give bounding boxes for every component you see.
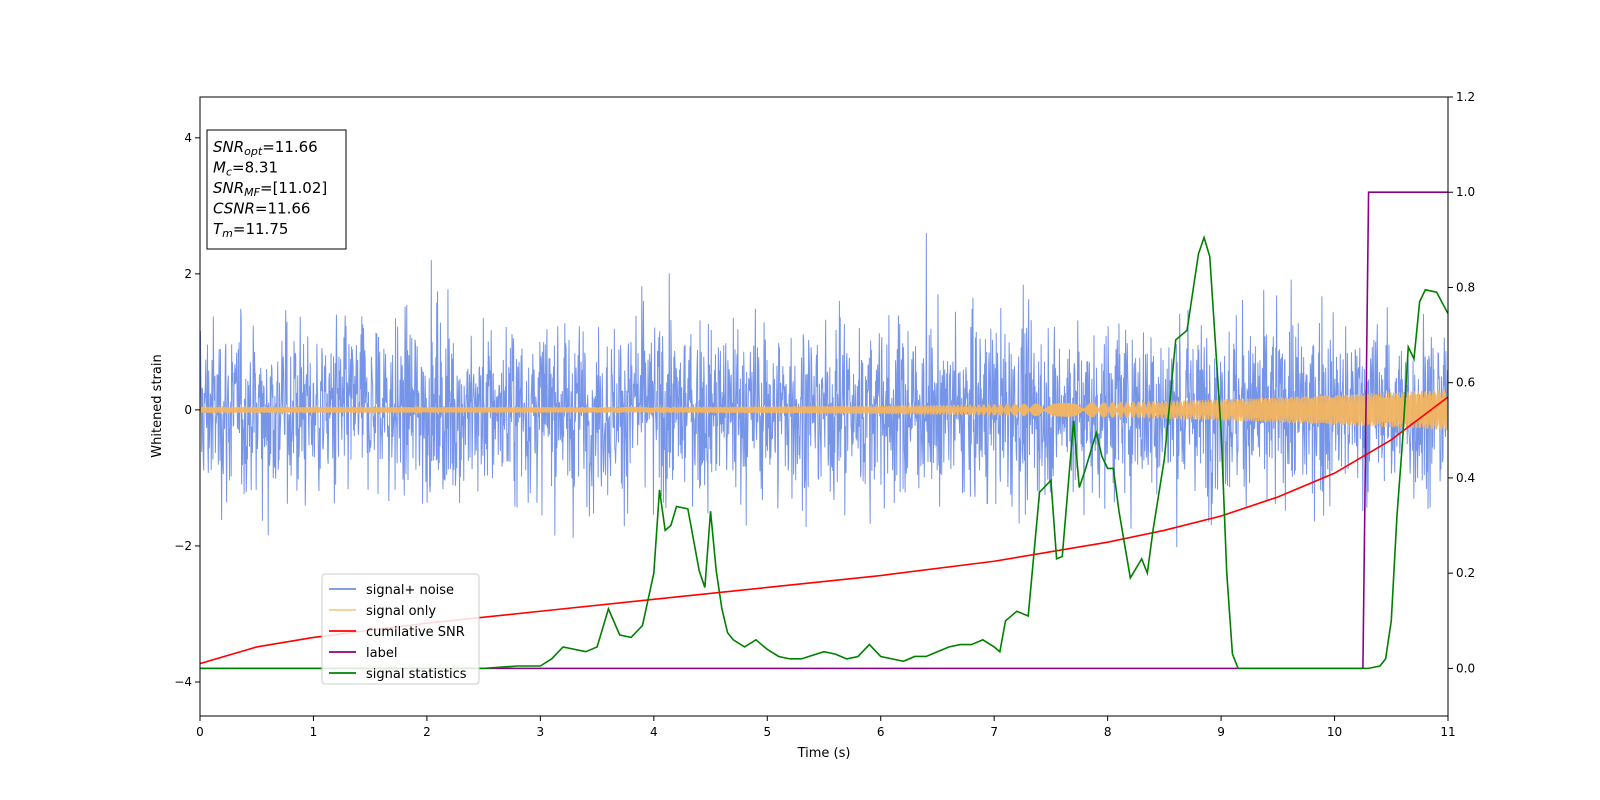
y-axis-label: Whitened strain: [150, 354, 165, 457]
y2-tick-label: 1.0: [1456, 185, 1475, 199]
y-tick-label: 4: [184, 131, 192, 145]
y2-tick-label: 0.6: [1456, 376, 1475, 390]
y-tick-label: 2: [184, 267, 192, 281]
y2-tick-label: 0.2: [1456, 566, 1475, 580]
legend-label: label: [366, 646, 397, 661]
annotation-line: Mc=8.31: [213, 159, 278, 179]
y-tick-label: 0: [184, 403, 192, 417]
plot-frame: [199, 96, 1449, 717]
y2-tick-label: 0.4: [1456, 471, 1475, 485]
x-tick-label: 2: [423, 725, 431, 739]
legend: signal+ noise signal only cumilative SNR la…: [321, 573, 480, 685]
series-label-line: [200, 191, 1448, 670]
annotation-line: Tm=11.75: [213, 220, 288, 240]
annotation-box: SNRopt=11.66Mc=8.31SNRMF=[11.02]CSNR=11.…: [206, 129, 347, 250]
legend-label: cumilative SNR: [366, 625, 465, 640]
x-tick-label: 11: [1440, 725, 1455, 739]
y2-tick-label: 1.2: [1456, 90, 1475, 104]
y-axis-ticks: −4 −2 0 2 4: [174, 131, 200, 689]
x-tick-label: 10: [1327, 725, 1342, 739]
x-tick-label: 0: [196, 725, 204, 739]
series-signal-statistics-line: [200, 234, 1448, 670]
legend-label: signal only: [366, 604, 436, 619]
series-signal-only-line: [200, 390, 1448, 431]
y-tick-label: −4: [174, 675, 192, 689]
annotation-line: SNRMF=[11.02]: [213, 179, 327, 199]
y2-tick-label: 0.8: [1456, 280, 1475, 294]
x-tick-label: 8: [1104, 725, 1112, 739]
legend-label: signal+ noise: [366, 583, 454, 598]
x-axis-label: Time (s): [797, 746, 851, 761]
x-tick-label: 3: [537, 725, 545, 739]
x-tick-label: 5: [763, 725, 771, 739]
x-tick-label: 9: [1217, 725, 1225, 739]
x-tick-label: 6: [877, 725, 885, 739]
series-signal-noise-line: [200, 233, 1448, 548]
y2-axis-ticks: 0.0 0.2 0.4 0.6 0.8 1.0 1.2: [1448, 90, 1475, 675]
x-tick-label: 7: [990, 725, 998, 739]
x-tick-label: 4: [650, 725, 658, 739]
annotation-line: SNRopt=11.66: [213, 138, 318, 158]
y2-tick-label: 0.0: [1456, 661, 1475, 675]
legend-label: signal statistics: [366, 667, 467, 682]
x-axis-ticks: 0 1 2 3 4 5 6 7 8 9 10 11: [196, 716, 1456, 739]
y-tick-label: −2: [174, 539, 192, 553]
x-tick-label: 1: [310, 725, 318, 739]
annotation-line: CSNR=11.66: [213, 200, 310, 218]
